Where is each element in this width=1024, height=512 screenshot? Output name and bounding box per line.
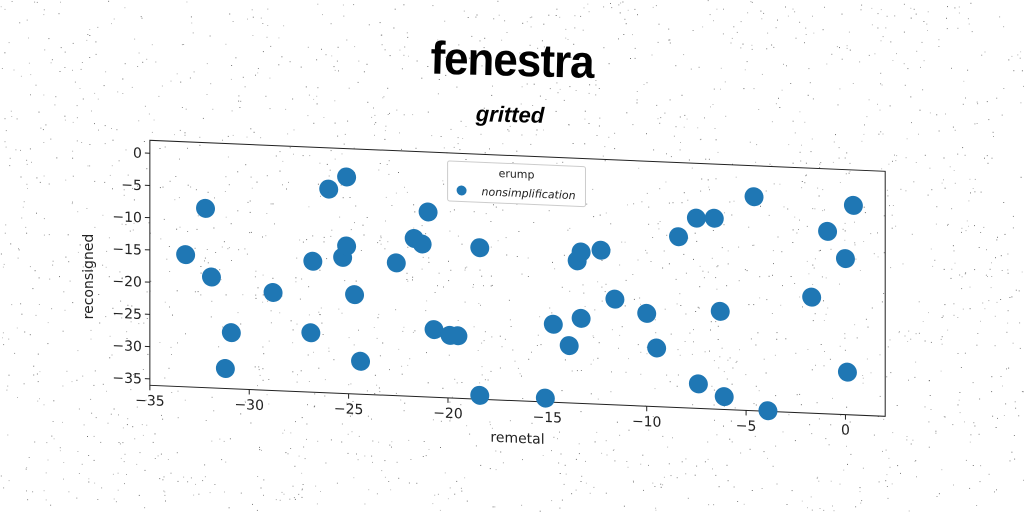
data-point bbox=[221, 323, 241, 343]
y-tick-label: −5 bbox=[121, 177, 142, 194]
legend-label: nonsimplification bbox=[482, 185, 576, 202]
data-point bbox=[412, 234, 432, 254]
x-tick-label: −25 bbox=[334, 401, 363, 418]
data-point bbox=[470, 385, 490, 405]
data-point bbox=[571, 242, 591, 262]
x-tick-label: −35 bbox=[135, 393, 164, 410]
data-point bbox=[591, 240, 611, 260]
data-point bbox=[818, 221, 838, 241]
data-point bbox=[686, 208, 706, 228]
x-tick-label: −10 bbox=[632, 414, 661, 431]
y-tick-label: −25 bbox=[112, 306, 141, 323]
data-point bbox=[215, 359, 235, 379]
data-point bbox=[637, 303, 657, 323]
data-point bbox=[470, 238, 490, 258]
data-point bbox=[448, 326, 468, 346]
y-tick-label: −30 bbox=[112, 338, 141, 355]
series-points bbox=[176, 167, 863, 421]
data-point bbox=[337, 236, 357, 256]
data-point bbox=[605, 289, 625, 309]
x-axis-ticks: −35 −30 −25 −20 −15 −10 −5 0 bbox=[135, 385, 850, 439]
y-axis-ticks: 0 −5 −10 −15 −20 −25 −30 −35 bbox=[112, 145, 150, 388]
legend-title: erump bbox=[499, 167, 535, 182]
data-point bbox=[176, 245, 196, 265]
data-point bbox=[837, 362, 857, 382]
data-point bbox=[744, 187, 764, 207]
x-axis-label: remetal bbox=[490, 430, 544, 448]
y-axis-label: reconsigned bbox=[81, 234, 97, 320]
data-point bbox=[201, 267, 221, 287]
data-point bbox=[647, 338, 667, 358]
data-point bbox=[710, 301, 730, 321]
data-point bbox=[351, 351, 371, 371]
axes-frame bbox=[149, 139, 886, 417]
x-tick-label: −5 bbox=[736, 418, 757, 435]
plot-area: −35 −30 −25 −20 −15 −10 −5 0 0 −5 −10 −15 −20 −25 −30… bbox=[112, 139, 886, 448]
legend: erump nonsimplification bbox=[447, 160, 586, 208]
x-tick-label: −15 bbox=[533, 409, 562, 426]
data-point bbox=[319, 179, 339, 199]
x-tick-label: 0 bbox=[841, 422, 850, 438]
data-point bbox=[571, 308, 591, 328]
data-point bbox=[669, 227, 689, 247]
data-point bbox=[714, 387, 734, 407]
data-point bbox=[303, 251, 323, 271]
y-tick-label: 0 bbox=[133, 145, 142, 161]
data-point bbox=[386, 253, 406, 273]
data-point bbox=[345, 285, 365, 305]
y-tick-label: −10 bbox=[112, 209, 141, 226]
data-point bbox=[263, 282, 283, 303]
data-point bbox=[535, 388, 555, 408]
data-point bbox=[704, 208, 724, 228]
data-point bbox=[543, 314, 563, 334]
data-point bbox=[835, 249, 855, 269]
data-point bbox=[418, 202, 438, 222]
data-point bbox=[196, 198, 216, 218]
y-tick-label: −20 bbox=[112, 274, 141, 291]
data-point bbox=[843, 195, 863, 215]
data-point bbox=[559, 336, 579, 356]
x-tick-label: −30 bbox=[234, 397, 263, 414]
data-point bbox=[301, 323, 321, 343]
data-point bbox=[337, 167, 357, 187]
data-point bbox=[802, 287, 822, 307]
data-point bbox=[688, 374, 708, 394]
legend-box bbox=[447, 160, 586, 208]
x-tick-label: −20 bbox=[433, 405, 462, 422]
y-tick-label: −35 bbox=[112, 370, 141, 387]
data-point bbox=[758, 401, 778, 421]
data-point bbox=[424, 320, 444, 340]
y-tick-label: −15 bbox=[112, 241, 141, 258]
legend-marker bbox=[456, 185, 467, 196]
